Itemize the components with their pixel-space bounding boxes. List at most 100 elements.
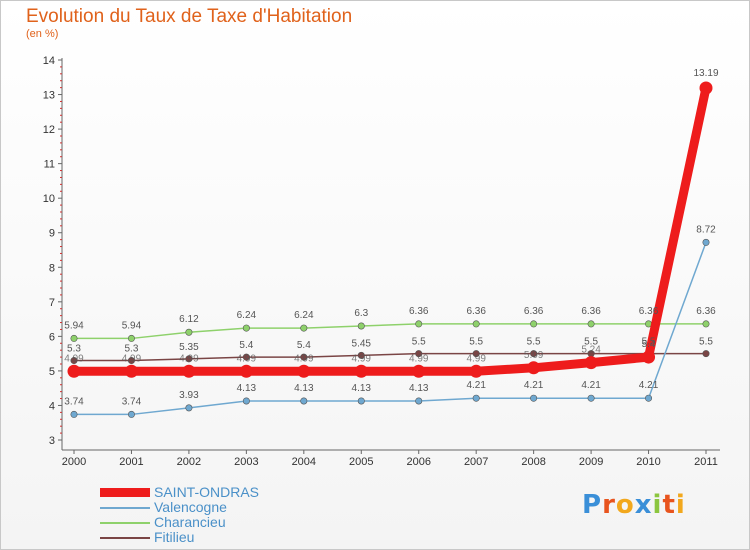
- data-point: [124, 364, 138, 378]
- data-label: 4.13: [409, 383, 429, 394]
- data-point: [127, 357, 135, 365]
- y-tick-label: 4: [49, 400, 55, 412]
- data-label: 6.36: [466, 306, 486, 317]
- legend-item-saint-ondras: SAINT-ONDRAS: [100, 485, 259, 500]
- data-point: [357, 397, 365, 405]
- data-label: 4.99: [294, 353, 314, 364]
- data-label: 6.12: [179, 314, 199, 325]
- x-tick-label: 2007: [464, 456, 488, 468]
- data-point: [702, 320, 710, 328]
- data-point: [70, 334, 78, 342]
- data-point: [300, 397, 308, 405]
- data-label: 5.5: [469, 337, 483, 348]
- data-point: [354, 364, 368, 378]
- logo-letter: r: [602, 490, 616, 520]
- data-point: [185, 328, 193, 336]
- legend-swatch: [100, 488, 150, 497]
- data-label: 4.13: [237, 383, 257, 394]
- x-tick-label: 2002: [177, 456, 201, 468]
- data-point: [702, 238, 710, 246]
- data-point: [530, 394, 538, 402]
- data-point: [527, 361, 541, 375]
- data-point: [239, 364, 253, 378]
- logo-letter: P: [582, 490, 603, 520]
- data-point: [415, 350, 423, 358]
- x-tick-label: 2011: [694, 456, 718, 468]
- data-point: [357, 322, 365, 330]
- legend-item-valencogne: Valencogne: [100, 500, 259, 515]
- data-label: 8.72: [696, 224, 716, 235]
- y-tick-label: 8: [49, 262, 55, 274]
- legend-swatch: [100, 536, 150, 539]
- data-label: 5.5: [699, 337, 713, 348]
- y-tick-label: 14: [43, 55, 55, 67]
- legend-swatch: [100, 521, 150, 524]
- data-point: [300, 324, 308, 332]
- data-label: 4.99: [466, 353, 486, 364]
- x-tick-label: 2004: [292, 456, 316, 468]
- data-point: [642, 350, 656, 364]
- data-point: [127, 334, 135, 342]
- data-point: [127, 410, 135, 418]
- data-point: [412, 364, 426, 378]
- legend-label: Fitilieu: [154, 529, 195, 545]
- series-line-charancieu: [73, 323, 707, 340]
- data-point: [472, 350, 480, 358]
- data-point: [702, 350, 710, 358]
- data-label: 6.36: [639, 306, 659, 317]
- legend-item-fitilieu: Fitilieu: [100, 530, 259, 545]
- data-label: 3.93: [179, 390, 199, 401]
- logo-letter: t: [662, 490, 676, 520]
- legend-label: Charancieu: [154, 514, 226, 530]
- x-tick-label: 2003: [234, 456, 258, 468]
- legend: SAINT-ONDRAS Valencogne Charancieu Fitil…: [100, 485, 259, 545]
- data-point: [469, 364, 483, 378]
- data-point: [645, 394, 653, 402]
- series-line-fitilieu: [73, 352, 707, 362]
- data-label: 5.4: [642, 339, 656, 350]
- x-tick-label: 2010: [636, 456, 660, 468]
- data-label: 5.09: [524, 350, 544, 361]
- data-label: 4.99: [409, 353, 429, 364]
- data-label: 4.99: [64, 353, 84, 364]
- chart-title: Evolution du Taux de Taxe d'Habitation: [26, 6, 353, 27]
- data-point: [297, 364, 311, 378]
- data-label: 5.35: [179, 342, 199, 353]
- data-label: 4.21: [581, 380, 601, 391]
- data-label: 5.5: [412, 337, 426, 348]
- data-label: 5.94: [64, 320, 84, 331]
- y-tick-label: 13: [43, 90, 55, 102]
- data-label: 6.36: [581, 306, 601, 317]
- legend-label: SAINT-ONDRAS: [154, 484, 260, 500]
- data-point: [67, 364, 81, 378]
- data-label: 4.99: [179, 353, 199, 364]
- logo-letter: i: [675, 490, 686, 520]
- data-label: 5.5: [642, 337, 656, 348]
- data-label: 6.36: [696, 306, 716, 317]
- x-tick-label: 2008: [521, 456, 545, 468]
- y-tick-label: 11: [44, 159, 55, 171]
- data-label: 3.74: [122, 396, 142, 407]
- data-point: [300, 353, 308, 361]
- data-point: [699, 81, 713, 95]
- data-point: [587, 394, 595, 402]
- data-label: 3.74: [64, 396, 84, 407]
- data-point: [584, 356, 598, 370]
- data-label: 6.24: [294, 310, 314, 321]
- series-line-valencogne: [73, 241, 707, 416]
- data-label: 4.13: [294, 383, 314, 394]
- x-tick-label: 2005: [349, 456, 373, 468]
- data-label: 4.21: [466, 380, 486, 391]
- y-tick-label: 10: [43, 193, 55, 205]
- legend-label: Valencogne: [154, 499, 227, 515]
- data-label: 5.5: [527, 337, 541, 348]
- data-point: [472, 394, 480, 402]
- data-label: 4.99: [352, 353, 372, 364]
- data-label: 4.21: [524, 380, 544, 391]
- y-tick-label: 9: [49, 228, 55, 240]
- data-point: [70, 357, 78, 365]
- data-point: [70, 410, 78, 418]
- data-label: 6.36: [409, 306, 429, 317]
- logo-letter: i: [652, 490, 663, 520]
